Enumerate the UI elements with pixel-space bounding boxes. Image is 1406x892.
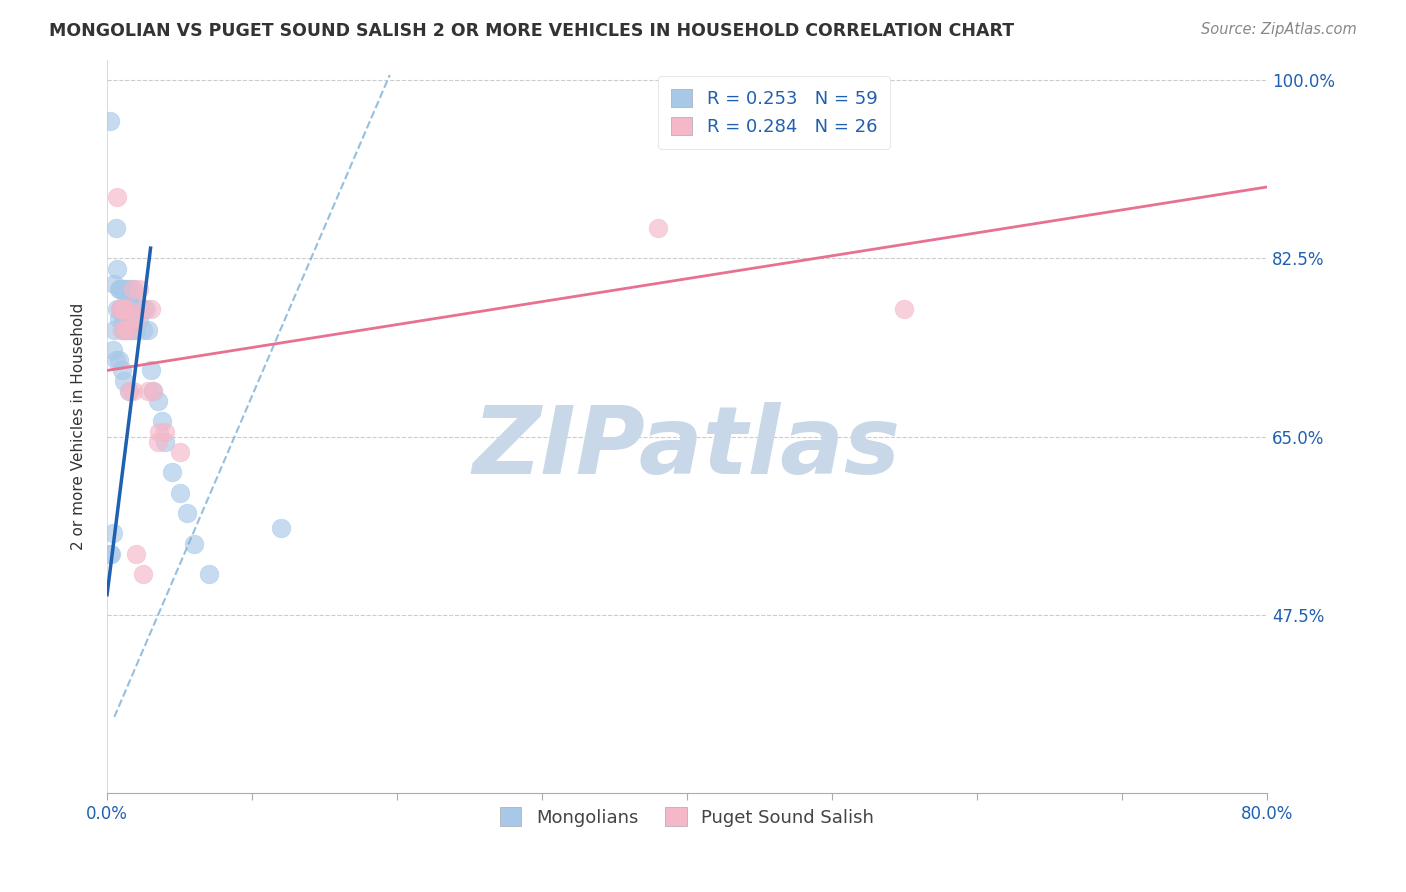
Point — [114, 323, 136, 337]
Point — [105, 302, 128, 317]
Point — [148, 425, 170, 439]
Point — [111, 282, 134, 296]
Point — [98, 547, 121, 561]
Point — [150, 414, 173, 428]
Legend: Mongolians, Puget Sound Salish: Mongolians, Puget Sound Salish — [491, 798, 883, 836]
Point — [110, 323, 132, 337]
Point — [136, 384, 159, 398]
Point — [110, 363, 132, 377]
Point — [98, 113, 121, 128]
Point — [100, 547, 122, 561]
Point — [118, 323, 141, 337]
Point — [169, 445, 191, 459]
Point — [120, 312, 142, 326]
Point — [146, 394, 169, 409]
Point — [136, 323, 159, 337]
Point — [107, 353, 129, 368]
Point — [105, 261, 128, 276]
Point — [142, 384, 165, 398]
Point — [132, 302, 155, 317]
Point — [117, 323, 139, 337]
Point — [108, 302, 131, 317]
Point — [115, 312, 138, 326]
Point — [104, 220, 127, 235]
Point — [125, 312, 148, 326]
Point — [121, 302, 143, 317]
Point — [132, 323, 155, 337]
Point — [124, 302, 146, 317]
Point — [183, 536, 205, 550]
Point — [118, 282, 141, 296]
Point — [132, 302, 155, 317]
Point — [115, 323, 138, 337]
Point — [647, 220, 669, 235]
Point — [197, 567, 219, 582]
Point — [118, 312, 141, 326]
Point — [176, 506, 198, 520]
Point — [104, 353, 127, 368]
Point — [153, 425, 176, 439]
Point — [114, 374, 136, 388]
Point — [142, 384, 165, 398]
Point — [107, 312, 129, 326]
Point — [128, 312, 150, 326]
Point — [127, 302, 149, 317]
Point — [110, 302, 132, 317]
Point — [125, 323, 148, 337]
Point — [122, 282, 145, 296]
Point — [125, 547, 148, 561]
Point — [146, 434, 169, 449]
Point — [139, 363, 162, 377]
Point — [117, 302, 139, 317]
Point — [101, 526, 124, 541]
Point — [115, 282, 138, 296]
Point — [122, 323, 145, 337]
Point — [107, 282, 129, 296]
Point — [129, 302, 152, 317]
Point — [108, 302, 131, 317]
Point — [128, 282, 150, 296]
Point — [270, 521, 292, 535]
Point — [117, 292, 139, 306]
Point — [122, 282, 145, 296]
Point — [110, 302, 132, 317]
Point — [125, 292, 148, 306]
Point — [108, 282, 131, 296]
Point — [169, 485, 191, 500]
Text: Source: ZipAtlas.com: Source: ZipAtlas.com — [1201, 22, 1357, 37]
Point — [110, 282, 132, 296]
Text: ZIPatlas: ZIPatlas — [472, 402, 901, 494]
Point — [105, 190, 128, 204]
Point — [135, 302, 157, 317]
Point — [118, 384, 141, 398]
Point — [120, 323, 142, 337]
Point — [120, 292, 142, 306]
Point — [118, 384, 141, 398]
Point — [103, 323, 125, 337]
Point — [153, 434, 176, 449]
Point — [103, 277, 125, 291]
Point — [132, 567, 155, 582]
Point — [111, 312, 134, 326]
Y-axis label: 2 or more Vehicles in Household: 2 or more Vehicles in Household — [72, 303, 86, 550]
Point — [114, 302, 136, 317]
Point — [893, 302, 915, 317]
Text: MONGOLIAN VS PUGET SOUND SALISH 2 OR MORE VEHICLES IN HOUSEHOLD CORRELATION CHAR: MONGOLIAN VS PUGET SOUND SALISH 2 OR MOR… — [49, 22, 1014, 40]
Point — [162, 466, 184, 480]
Point — [101, 343, 124, 357]
Point — [114, 282, 136, 296]
Point — [110, 323, 132, 337]
Point — [114, 302, 136, 317]
Point — [139, 302, 162, 317]
Point — [122, 384, 145, 398]
